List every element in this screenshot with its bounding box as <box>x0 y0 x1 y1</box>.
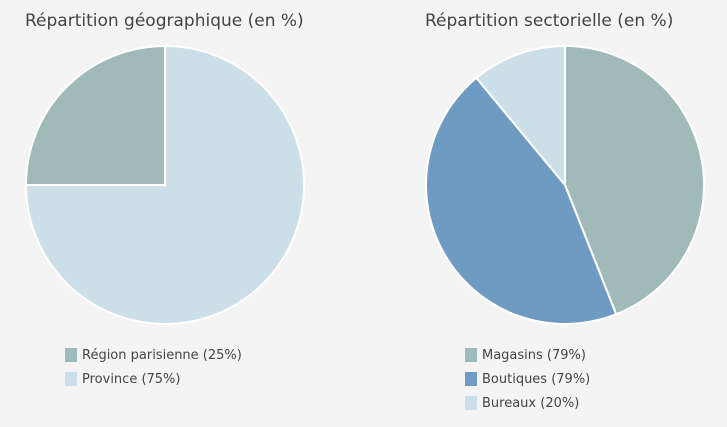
legend-item-region-parisienne: Région parisienne (25%) <box>65 343 242 367</box>
legend-label: Boutiques (79%) <box>482 371 591 387</box>
legend-label: Magasins (79%) <box>482 347 586 363</box>
pie-slice-province <box>25 45 305 325</box>
pie-slice-magasins <box>564 45 705 316</box>
legend-item-province: Province (75%) <box>65 367 242 391</box>
legend-item-boutiques: Boutiques (79%) <box>465 367 590 391</box>
pie-slice-region-parisienne <box>25 45 166 186</box>
legend-label: Province (75%) <box>82 371 181 387</box>
chart-title: Répartition sectorielle (en %) <box>425 11 674 31</box>
geographic-chart: Répartition géographique (en %) Région p… <box>0 0 320 427</box>
sector-chart: Répartition sectorielle (en %) Magasins … <box>400 0 720 427</box>
geographic-legend: Région parisienne (25%) Province (75%) <box>65 343 242 391</box>
sector-legend: Magasins (79%) Boutiques (79%) Bureaux (20… <box>465 343 590 415</box>
geographic-pie <box>25 45 305 325</box>
pie-slice-boutiques <box>425 76 618 325</box>
pie-slice-bureaux <box>475 45 566 186</box>
legend-swatch <box>465 372 477 386</box>
legend-item-bureaux: Bureaux (20%) <box>465 391 590 415</box>
sector-pie <box>425 45 705 325</box>
legend-swatch <box>465 396 477 410</box>
chart-title: Répartition géographique (en %) <box>25 11 304 31</box>
legend-swatch <box>465 348 477 362</box>
legend-label: Bureaux (20%) <box>482 395 580 411</box>
legend-swatch <box>65 372 77 386</box>
legend-label: Région parisienne (25%) <box>82 347 242 363</box>
legend-item-magasins: Magasins (79%) <box>465 343 590 367</box>
legend-swatch <box>65 348 77 362</box>
